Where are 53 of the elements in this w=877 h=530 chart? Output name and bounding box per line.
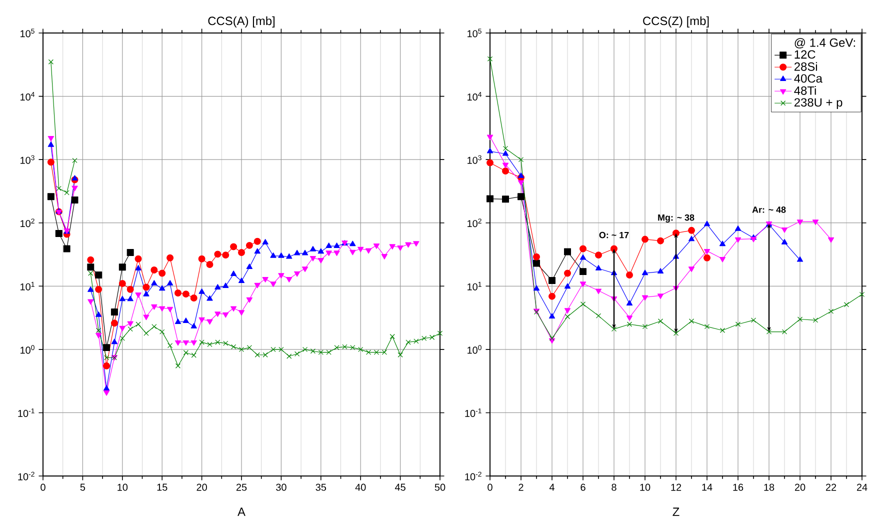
y-tick-label: 10$^{2}$ [468, 218, 482, 228]
chart-title: CCS(A) [mb] [208, 16, 275, 28]
legend-label: 40Ca [794, 74, 822, 83]
y-tick-label: 10$^{-1}$ [18, 408, 34, 417]
x-tick-label: 16 [733, 484, 744, 491]
legend-title: @ 1.4 GeV: [794, 38, 855, 48]
x-tick-label: 0 [488, 484, 492, 491]
y-tick-label: 10$^{-1}$ [465, 408, 482, 417]
y-tick-label: 10$^{4}$ [20, 92, 35, 101]
legend-label: 48Ti [794, 86, 816, 95]
x-tick-label: 20 [196, 484, 207, 491]
y-tick-label: 10$^{4}$ [468, 92, 482, 101]
x-tick-label: 4 [549, 484, 554, 491]
x-tick-label: 50 [434, 484, 446, 491]
legend-label: 238U + p [794, 98, 842, 110]
y-tick-label: 10$^{3}$ [20, 155, 34, 164]
annotation: Ar: ~ 48 [752, 206, 786, 213]
legend-label: 28Si [794, 62, 817, 71]
annotation: O: ~ 17 [599, 232, 629, 238]
y-tick-label: 10$^{0}$ [468, 345, 482, 354]
x-tick-label: 8 [612, 484, 616, 491]
x-tick-label: 6 [580, 484, 586, 491]
x-tick-label: 12 [671, 484, 682, 491]
x-tick-label: 25 [236, 484, 247, 491]
x-tick-label: 22 [826, 484, 836, 491]
x-axis-title: Z [672, 508, 680, 516]
legend-label: 12C [794, 50, 816, 59]
x-tick-label: 18 [764, 484, 774, 491]
x-tick-label: 24 [856, 484, 868, 491]
x-tick-label: 0 [40, 484, 46, 491]
x-tick-label: 5 [80, 484, 86, 491]
y-tick-label: 10$^{1}$ [468, 282, 482, 290]
y-tick-label: 10$^{5}$ [468, 28, 482, 38]
y-tick-label: 10$^{-2}$ [465, 472, 482, 480]
x-tick-label: 45 [394, 484, 406, 491]
x-tick-label: 10 [640, 484, 650, 491]
annotation: Mg: ~ 38 [658, 214, 694, 223]
x-tick-label: 10 [118, 484, 128, 491]
x-tick-label: 20 [794, 484, 806, 491]
x-axis-title: A [238, 508, 246, 516]
x-tick-label: 40 [355, 484, 366, 491]
x-tick-label: 2 [518, 484, 524, 491]
x-tick-label: 30 [276, 484, 286, 491]
x-tick-label: 35 [316, 484, 326, 491]
y-tick-label: 10$^{-2}$ [18, 472, 34, 480]
chart-title: CCS(Z) [mb] [643, 16, 709, 28]
y-tick-label: 10$^{1}$ [20, 282, 34, 290]
y-tick-label: 10$^{5}$ [20, 28, 34, 38]
x-tick-label: 15 [157, 484, 168, 491]
y-tick-label: 10$^{0}$ [20, 345, 34, 354]
y-tick-label: 10$^{2}$ [20, 218, 34, 228]
x-tick-label: 14 [702, 484, 712, 491]
y-tick-label: 10$^{3}$ [468, 155, 482, 164]
